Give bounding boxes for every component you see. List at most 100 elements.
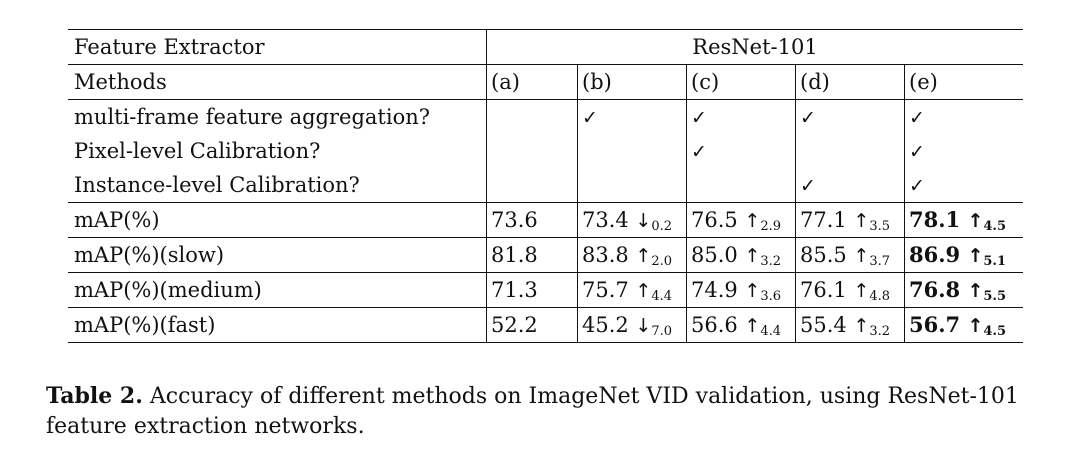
check-cell	[577, 168, 687, 203]
value: 76.1	[800, 277, 847, 302]
arrow-up-icon: ↑	[967, 315, 984, 337]
value: 56.7	[909, 312, 961, 337]
arrow-up-icon: ↑	[853, 244, 870, 267]
value-cell: 75.7 ↑4.4	[577, 272, 687, 308]
component-row-instance: Instance-level Calibration? ✓ ✓	[68, 168, 1023, 203]
row-label: Instance-level Calibration?	[68, 168, 487, 203]
check-icon: ✓	[582, 106, 598, 129]
delta: 3.2	[760, 253, 782, 269]
arrow-up-icon: ↑	[744, 279, 761, 302]
value-cell: 85.0 ↑3.2	[686, 237, 796, 273]
row-label: Pixel-level Calibration?	[74, 138, 321, 163]
value-cell: 76.1 ↑4.8	[795, 272, 905, 308]
delta: 4.5	[983, 219, 1007, 234]
value-cell: 45.2 ↓7.0	[577, 307, 687, 343]
arrow-up-icon: ↑	[853, 279, 870, 302]
arrow-up-icon: ↑	[967, 245, 984, 267]
arrow-up-icon: ↑	[744, 244, 761, 267]
delta: 2.9	[760, 218, 782, 234]
value: 77.1	[800, 207, 847, 232]
value-cell-best: 86.9 ↑5.1	[904, 237, 1023, 273]
arrow-up-icon: ↑	[635, 279, 652, 302]
column-header-b: (b)	[577, 64, 687, 100]
component-row-pixel: Pixel-level Calibration? ✓ ✓	[68, 134, 1023, 168]
arrow-down-icon: ↓	[635, 209, 652, 232]
metric-row-fast: mAP(%)(fast) 52.2 45.2 ↓7.0 56.6 ↑4.4 55…	[68, 307, 1023, 343]
row-label: mAP(%)(fast)	[68, 307, 487, 343]
value: 83.8	[582, 242, 629, 267]
value-cell: 71.3	[486, 272, 578, 308]
delta: 5.1	[983, 254, 1007, 269]
value: 52.2	[491, 312, 538, 337]
arrow-up-icon: ↑	[744, 314, 761, 337]
arrow-up-icon: ↑	[635, 244, 652, 267]
value-cell: 81.8	[486, 237, 578, 273]
value-cell: 85.5 ↑3.7	[795, 237, 905, 273]
check-cell	[486, 134, 578, 168]
delta: 4.4	[760, 323, 782, 339]
delta: 3.2	[869, 323, 891, 339]
check-icon: ✓	[691, 140, 707, 163]
check-cell	[795, 134, 905, 168]
value-cell: 52.2	[486, 307, 578, 343]
table-caption: Table 2. Accuracy of different methods o…	[46, 381, 1046, 442]
column-header-c: (c)	[686, 64, 796, 100]
arrow-up-icon: ↑	[967, 210, 984, 232]
delta: 4.4	[651, 288, 673, 304]
caption-text: Accuracy of different methods on ImageNe…	[46, 384, 1019, 439]
value: 73.6	[491, 207, 538, 232]
arrow-up-icon: ↑	[744, 209, 761, 232]
check-cell	[486, 99, 578, 134]
delta: 3.6	[760, 288, 782, 304]
value-cell: 56.6 ↑4.4	[686, 307, 796, 343]
check-cell: ✓	[795, 99, 905, 134]
row-label: mAP(%)(medium)	[68, 272, 487, 308]
value-cell: 73.6	[486, 202, 578, 238]
delta: 5.5	[983, 289, 1007, 304]
value: 86.9	[909, 242, 961, 267]
value: 55.4	[800, 312, 847, 337]
delta: 2.0	[651, 253, 673, 269]
check-cell: ✓	[795, 168, 905, 203]
value: 85.0	[691, 242, 738, 267]
value: 74.9	[691, 277, 738, 302]
value: 56.6	[691, 312, 738, 337]
value-cell-best: 78.1 ↑4.5	[904, 202, 1023, 238]
check-cell: ✓	[904, 168, 1023, 203]
value: 76.8	[909, 277, 961, 302]
row-label: mAP(%)	[68, 202, 487, 238]
column-header-e: (e)	[904, 64, 1023, 100]
value-cell-best: 56.7 ↑4.5	[904, 307, 1023, 343]
value: 71.3	[491, 277, 538, 302]
check-cell	[577, 134, 687, 168]
check-cell	[486, 168, 578, 203]
delta: 0.2	[651, 218, 673, 234]
check-icon: ✓	[909, 174, 925, 197]
check-cell	[686, 168, 796, 203]
check-cell: ✓	[686, 99, 796, 134]
value: 76.5	[691, 207, 738, 232]
value-cell: 83.8 ↑2.0	[577, 237, 687, 273]
methods-row: Methods (a) (b) (c) (d) (e)	[68, 64, 1023, 100]
delta: 3.5	[869, 218, 891, 234]
arrow-up-icon: ↑	[853, 209, 870, 232]
check-icon: ✓	[800, 106, 816, 129]
caption-label: Table 2.	[46, 383, 143, 409]
value-cell-best: 76.8 ↑5.5	[904, 272, 1023, 308]
check-cell: ✓	[904, 99, 1023, 134]
delta: 4.8	[869, 288, 891, 304]
value-cell: 55.4 ↑3.2	[795, 307, 905, 343]
value-cell: 77.1 ↑3.5	[795, 202, 905, 238]
value: 75.7	[582, 277, 629, 302]
check-icon: ✓	[800, 174, 816, 197]
methods-label: Methods	[68, 64, 487, 100]
check-cell: ✓	[904, 134, 1023, 168]
results-table: Feature Extractor ResNet-101 Methods (a)…	[68, 29, 1023, 343]
arrow-up-icon: ↑	[853, 314, 870, 337]
metric-row-slow: mAP(%)(slow) 81.8 83.8 ↑2.0 85.0 ↑3.2 85…	[68, 237, 1023, 273]
value-cell: 73.4 ↓0.2	[577, 202, 687, 238]
feature-extractor-label: Feature Extractor	[68, 29, 487, 65]
row-label: multi-frame feature aggregation?	[74, 104, 430, 129]
row-label: mAP(%)(slow)	[68, 237, 487, 273]
value: 45.2	[582, 312, 629, 337]
